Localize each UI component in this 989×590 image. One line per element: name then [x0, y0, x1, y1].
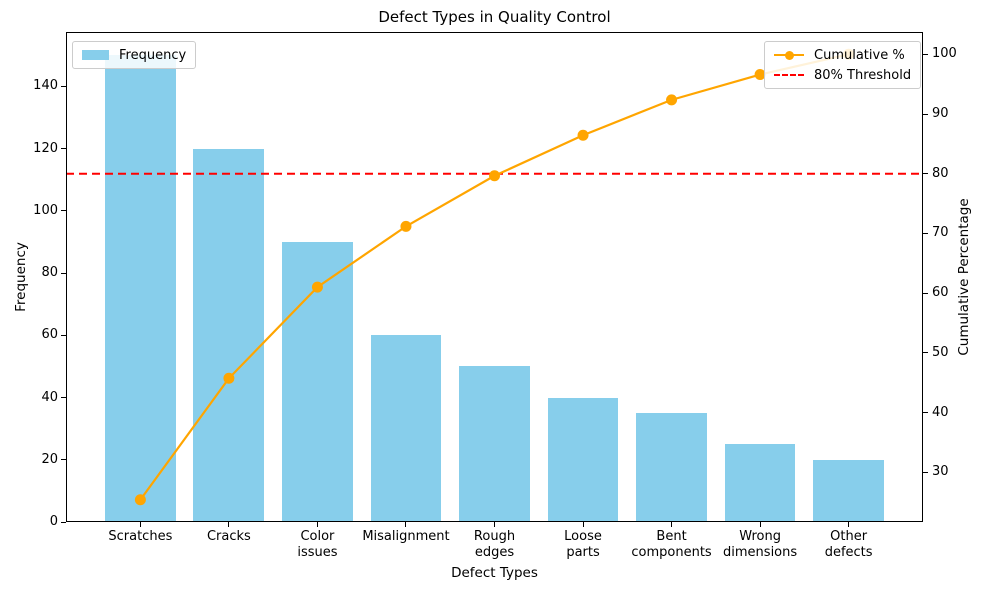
cumulative-point	[754, 69, 766, 81]
x-tick-label-bent-components: Bent components	[631, 529, 712, 560]
x-tick-label-misalignment: Misalignment	[362, 529, 450, 544]
y-tick-right	[923, 292, 928, 294]
legend-label-cumulative: Cumulative %	[814, 47, 905, 63]
y-tick-label-left: 40	[41, 389, 58, 405]
x-axis-label: Defect Types	[451, 565, 538, 581]
y-tick-label-left: 80	[41, 265, 58, 281]
y-tick-label-right: 60	[932, 285, 949, 301]
bars-layer	[66, 32, 923, 522]
bar-cracks	[193, 148, 265, 522]
y-tick-label-left: 120	[33, 140, 58, 156]
x-tick	[139, 522, 141, 527]
y-tick-label-left: 0	[49, 514, 58, 529]
legend-label-threshold: 80% Threshold	[814, 67, 912, 83]
y-tick-label-right: 100	[932, 46, 957, 62]
y-tick-left	[61, 210, 66, 212]
cumulative-line	[139, 53, 849, 501]
y-tick-right	[923, 412, 928, 414]
legend-cumulative: Cumulative % 80% Threshold	[764, 41, 922, 89]
y-tick-right	[923, 113, 928, 115]
y-tick-right	[923, 352, 928, 354]
y-tick-label-left: 140	[33, 78, 58, 94]
cumulative-point	[489, 170, 500, 182]
x-tick-label-wrong-dimensions: Wrong dimensions	[723, 529, 798, 560]
x-tick-label-loose-parts: Loose parts	[564, 529, 602, 560]
x-tick	[316, 522, 318, 527]
bar-scratches	[104, 55, 176, 522]
plot-area	[66, 32, 923, 522]
y-tick-left	[61, 397, 66, 399]
y-tick-label-right: 90	[932, 106, 949, 121]
cumulative-point	[134, 494, 146, 506]
cumulative-point	[223, 372, 235, 384]
bar-bent-components	[636, 413, 707, 522]
cumulative-point	[400, 220, 412, 232]
x-tick-label-other-defects: Other defects	[824, 529, 873, 560]
x-tick	[671, 522, 673, 527]
legend-item-cumulative: Cumulative %	[774, 45, 911, 65]
x-tick	[848, 522, 850, 527]
bar-rough-edges	[459, 366, 530, 522]
plot-border	[66, 32, 923, 522]
legend-item-frequency: Frequency	[82, 45, 186, 65]
bar-misalignment	[370, 335, 442, 522]
x-tick-label-scratches: Scratches	[108, 529, 173, 544]
legend-frequency: Frequency	[72, 41, 197, 69]
bar-wrong-dimensions	[724, 444, 796, 522]
y-tick-label-right: 80	[932, 165, 949, 181]
y-tick-left	[61, 148, 66, 150]
cumulative-line-sample-icon	[774, 50, 804, 60]
y-tick-left	[61, 459, 66, 461]
y-tick-label-right: 40	[932, 404, 949, 420]
cumulative-point	[311, 281, 323, 293]
x-tick-label-rough-edges: Rough edges	[473, 529, 516, 560]
y-tick-label-left: 20	[41, 451, 58, 467]
x-tick-label-color-issues: Color issues	[297, 529, 338, 560]
y-tick-right	[923, 173, 928, 175]
threshold-dash-sample-icon	[774, 74, 804, 76]
y-axis-label-right: Cumulative Percentage	[956, 198, 972, 356]
x-tick	[228, 522, 230, 527]
y-tick-label-left: 100	[33, 202, 58, 218]
bar-other-defects	[813, 459, 885, 522]
legend-item-threshold: 80% Threshold	[774, 65, 911, 85]
x-tick	[405, 522, 407, 527]
lines-layer	[66, 32, 923, 522]
y-tick-left	[61, 272, 66, 274]
legend-label-frequency: Frequency	[119, 47, 187, 63]
chart-title: Defect Types in Quality Control	[378, 8, 611, 26]
y-tick-right	[923, 53, 928, 55]
bar-loose-parts	[547, 397, 619, 522]
y-tick-label-left: 60	[41, 327, 58, 343]
cumulative-point	[666, 94, 678, 106]
x-tick-label-cracks: Cracks	[206, 529, 251, 544]
y-tick-right	[923, 232, 928, 234]
x-tick	[759, 522, 761, 527]
y-tick-label-right: 50	[932, 344, 949, 360]
x-tick	[582, 522, 584, 527]
y-tick-left	[61, 85, 66, 87]
y-tick-left	[61, 521, 66, 523]
y-tick-label-right: 30	[932, 464, 949, 480]
y-tick-label-right: 70	[932, 225, 949, 241]
x-tick	[494, 522, 495, 527]
y-tick-left	[61, 334, 66, 336]
y-tick-right	[923, 471, 928, 473]
cumulative-point	[577, 129, 589, 141]
frequency-swatch-icon	[82, 50, 109, 60]
